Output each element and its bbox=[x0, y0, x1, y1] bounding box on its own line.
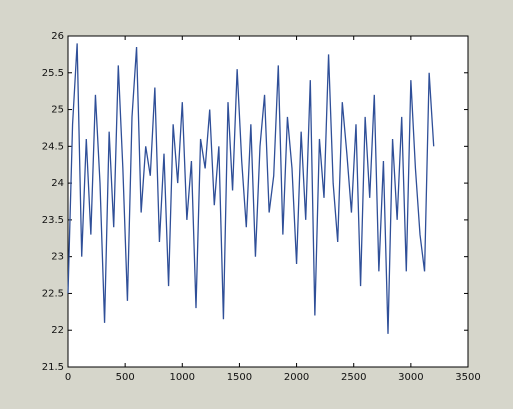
x-tick-label: 1500 bbox=[227, 372, 252, 383]
y-tick-label: 24 bbox=[51, 178, 64, 189]
y-tick-label: 22 bbox=[51, 325, 64, 336]
x-tick-label: 2000 bbox=[284, 372, 309, 383]
x-tick-label: 500 bbox=[116, 372, 135, 383]
plot-area bbox=[67, 35, 469, 368]
y-tick-label: 22.5 bbox=[42, 288, 64, 299]
x-tick-label: 1000 bbox=[170, 372, 195, 383]
y-tick-label: 25 bbox=[51, 105, 64, 116]
x-tick-label: 0 bbox=[65, 372, 71, 383]
y-tick-label: 23 bbox=[51, 252, 64, 263]
data-line bbox=[67, 43, 435, 334]
x-tick-label: 3500 bbox=[455, 372, 480, 383]
y-tick-label: 25.5 bbox=[42, 68, 64, 79]
x-tick-label: 3000 bbox=[398, 372, 423, 383]
y-tick-label: 24.5 bbox=[42, 141, 64, 152]
y-tick-label: 21.5 bbox=[42, 362, 64, 373]
x-tick-label: 2500 bbox=[341, 372, 366, 383]
y-tick-label: 23.5 bbox=[42, 215, 64, 226]
y-tick-label: 26 bbox=[51, 31, 64, 42]
